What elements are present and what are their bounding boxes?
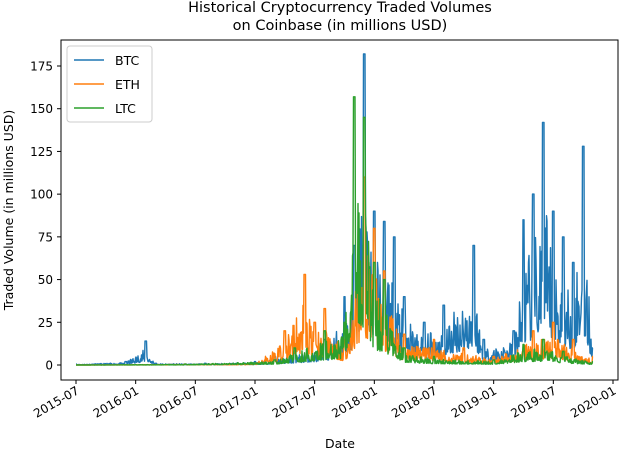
series-layer <box>75 53 594 366</box>
x-tick-label: 2017-07 <box>270 383 320 420</box>
y-tick-label: 175 <box>30 60 53 74</box>
legend-item-ltc: LTC <box>74 101 136 116</box>
x-tick-label: 2018-07 <box>389 383 439 420</box>
legend-label-btc: BTC <box>115 53 139 68</box>
y-axis: 0 25 50 75 100 125 150 175 <box>30 60 61 373</box>
x-tick-label: 2019-07 <box>508 383 558 420</box>
plot-area <box>60 39 619 381</box>
chart-title: Historical Cryptocurrency Traded Volumes… <box>188 0 492 34</box>
x-tick-label: 2019-01 <box>449 383 499 420</box>
chart-title-line-1: Historical Cryptocurrency Traded Volumes <box>188 0 492 16</box>
y-tick-label: 75 <box>38 230 53 244</box>
y-tick-label: 125 <box>30 145 53 159</box>
x-axis: 2015-07 2016-01 2016-07 2017-01 2017-07 2018-… <box>31 380 619 421</box>
legend-item-btc: BTC <box>74 53 139 68</box>
series-line-ltc <box>75 96 594 366</box>
y-tick-label: 150 <box>30 102 53 116</box>
axes-frame <box>60 39 619 381</box>
y-tick-label: 50 <box>38 273 53 287</box>
x-tick-label: 2015-07 <box>31 383 81 420</box>
chart-title-line-2: on Coinbase (in millions USD) <box>233 18 448 34</box>
series-line-btc <box>75 53 594 366</box>
legend-label-eth: ETH <box>115 77 140 92</box>
y-tick-label: 25 <box>38 316 53 330</box>
x-tick-label: 2018-01 <box>329 383 379 420</box>
legend-label-ltc: LTC <box>115 101 136 116</box>
x-axis-label: Date <box>325 436 355 451</box>
x-tick-label: 2016-07 <box>150 383 200 420</box>
y-tick-label: 100 <box>30 188 53 202</box>
x-tick-label: 2020-01 <box>568 383 618 420</box>
legend-box <box>66 45 153 123</box>
y-axis-label: Traded Volume (in millions USD) <box>1 110 16 312</box>
legend-item-eth: ETH <box>74 77 140 92</box>
x-tick-label: 2016-01 <box>91 383 141 420</box>
legend: BTC ETH LTC <box>66 45 153 123</box>
y-tick-label: 0 <box>45 359 53 373</box>
x-tick-label: 2017-01 <box>210 383 260 420</box>
